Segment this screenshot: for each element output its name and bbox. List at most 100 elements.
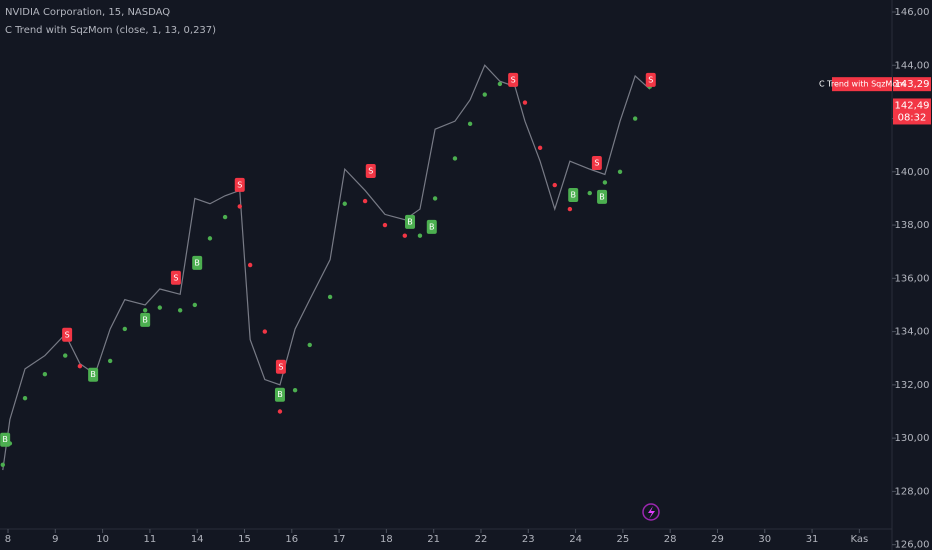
x-tick-label: 11: [144, 534, 157, 545]
signal-marker: [234, 177, 245, 192]
signal-label: S: [65, 330, 70, 339]
x-tick-label: 31: [806, 534, 819, 545]
x-tick-label: 14: [191, 534, 204, 545]
price-tag-time: 08:32: [898, 112, 927, 123]
x-tick-label: 24: [569, 534, 582, 545]
x-tick-label: 8: [5, 534, 11, 545]
signal-label: B: [570, 190, 576, 199]
x-tick-label: 22: [475, 534, 488, 545]
trend-dot: [497, 81, 503, 87]
trend-dot: [122, 326, 128, 332]
trend-dot: [587, 190, 592, 196]
y-tick-label: 140,00: [895, 167, 930, 178]
trend-dot: [142, 308, 148, 313]
signal-label: B: [407, 217, 413, 226]
signal-label: B: [142, 315, 148, 324]
price-tag-label: 142,49: [895, 100, 930, 111]
y-tick-label: 136,00: [895, 273, 930, 284]
trend-dot: [277, 409, 283, 414]
signal-marker: [568, 187, 579, 202]
signal-label: S: [237, 180, 242, 189]
price-tag: [893, 98, 931, 125]
x-tick-label: 21: [427, 534, 440, 545]
signal-marker: [192, 255, 203, 270]
signal-marker: [405, 214, 416, 229]
signal-marker: [426, 219, 437, 234]
signal-label: B: [194, 258, 200, 267]
x-tick-label: 29: [711, 534, 724, 545]
y-tick-label: 128,00: [895, 486, 930, 497]
x-tick-label: 17: [333, 534, 346, 545]
signal-label: B: [599, 192, 605, 201]
trend-dot: [617, 169, 623, 174]
indicator-title: C Trend with SqzMom (close, 1, 13, 0,237…: [5, 25, 216, 36]
signal-label: S: [648, 75, 653, 84]
trend-dot: [482, 92, 487, 97]
trend-dot: [0, 462, 5, 467]
trend-dot: [402, 233, 408, 238]
trend-dot: [467, 121, 473, 127]
x-tick-label: 15: [238, 534, 251, 545]
trend-dot: [552, 182, 557, 188]
signal-marker: [0, 432, 11, 447]
x-tick-label: 23: [522, 534, 535, 545]
series-name-tag: [832, 77, 892, 92]
signal-marker: [170, 270, 181, 285]
signal-marker: [88, 367, 99, 382]
signal-label: S: [368, 166, 373, 175]
trend-dot: [417, 233, 423, 238]
trend-dot: [262, 329, 268, 334]
signal-label: S: [278, 362, 283, 371]
trend-dot: [327, 294, 333, 300]
y-tick-label: 130,00: [895, 433, 930, 444]
trend-dot: [307, 342, 312, 348]
trend-dot: [382, 222, 388, 228]
trend-dot: [567, 206, 573, 212]
signal-label: S: [173, 273, 178, 282]
trend-dot: [207, 236, 213, 241]
signal-marker: [597, 189, 608, 204]
trend-dot: [63, 353, 68, 358]
y-tick-label: 126,00: [895, 540, 930, 550]
signal-marker: [62, 327, 73, 342]
y-tick-label: 132,00: [895, 380, 930, 391]
y-tick-label: 146,00: [895, 7, 930, 18]
signal-marker: [275, 359, 286, 374]
signal-label: B: [429, 222, 435, 231]
x-tick-label: 28: [664, 534, 677, 545]
x-tick-label: 9: [52, 534, 58, 545]
trend-dot: [292, 387, 298, 393]
trend-dot: [177, 308, 183, 313]
signal-marker: [645, 72, 656, 87]
y-tick-label: 138,00: [895, 220, 930, 231]
lightning-icon[interactable]: [642, 503, 660, 521]
x-tick-label: 25: [617, 534, 630, 545]
trend-dot: [222, 214, 228, 220]
signal-label: B: [277, 390, 283, 399]
signal-marker: [140, 312, 151, 327]
trend-dot: [632, 116, 638, 121]
x-tick-label: Kas: [850, 534, 868, 545]
signal-label: S: [594, 159, 599, 168]
price-tag-label: 143,29: [895, 79, 930, 90]
chart-title: NVIDIA Corporation, 15, NASDAQ: [5, 7, 170, 18]
signal-label: S: [511, 75, 516, 84]
trend-dot: [42, 372, 48, 377]
trend-dot: [77, 364, 83, 369]
x-tick-label: 30: [758, 534, 771, 545]
trend-dot: [237, 204, 242, 209]
trend-dot: [522, 100, 528, 105]
x-tick-label: 16: [285, 534, 298, 545]
trend-dot: [452, 156, 458, 161]
signal-label: B: [2, 435, 8, 444]
x-tick-label: 10: [96, 534, 109, 545]
signal-marker: [274, 387, 285, 402]
trend-dot: [22, 395, 28, 401]
trend-dot: [247, 262, 253, 268]
trend-dot: [432, 196, 438, 201]
signal-marker: [591, 156, 602, 171]
y-tick-label: 144,00: [895, 60, 930, 71]
trend-dot: [192, 302, 198, 308]
